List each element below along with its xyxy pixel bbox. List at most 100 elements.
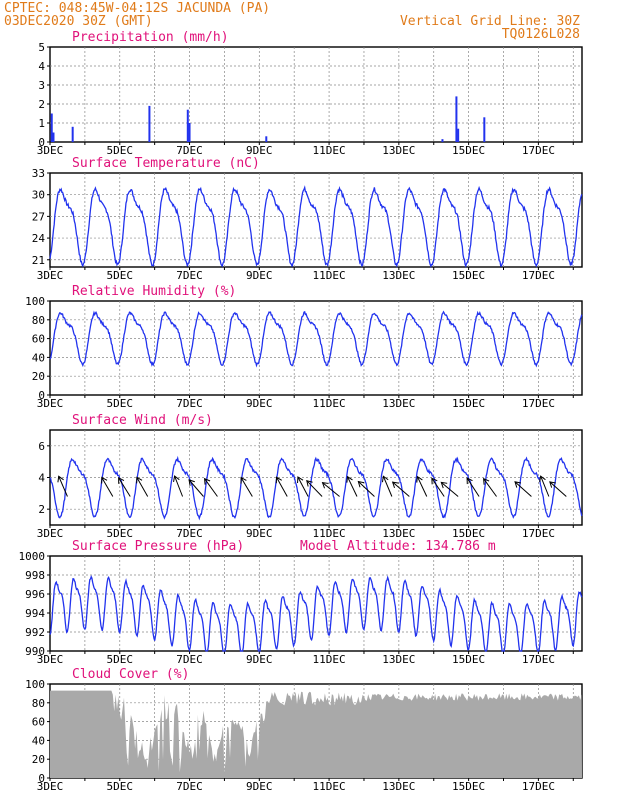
wind-arrow	[275, 476, 288, 497]
panel-5: 990 992 994 996 998 1000 3DEC 5DEC 7DEC 9DEC 11DEC…	[19, 539, 583, 666]
series-line	[49, 574, 583, 653]
plot-frame	[49, 555, 583, 652]
x-tick-label: 5DEC	[107, 144, 134, 157]
y-tick-label: 80	[32, 697, 45, 710]
x-tick-label: 17DEC	[522, 269, 555, 282]
panel-title: Precipitation (mm/h)	[72, 30, 229, 45]
y-tick-label: 4	[38, 472, 45, 485]
x-tick-label: 5DEC	[107, 780, 134, 793]
x-tick-label: 15DEC	[452, 527, 485, 540]
y-tick-label: 0	[38, 389, 45, 402]
series-line	[49, 185, 583, 269]
y-tick-label: 6	[38, 440, 45, 453]
wind-arrow	[346, 475, 358, 497]
x-tick-label: 11DEC	[313, 780, 346, 793]
x-tick-label: 7DEC	[176, 527, 203, 540]
panel-title: Relative Humidity (%)	[72, 284, 236, 299]
y-tick-label: 990	[25, 645, 45, 658]
precip-bar	[265, 136, 268, 142]
precip-bar	[148, 105, 151, 142]
x-tick-label: 11DEC	[313, 397, 346, 410]
y-tick-label: 60	[32, 716, 45, 729]
x-tick-label: 3DEC	[37, 144, 64, 157]
x-tick-label: 7DEC	[176, 653, 203, 666]
x-tick-label: 7DEC	[176, 780, 203, 793]
y-tick-label: 33	[32, 167, 45, 180]
wind-arrow	[440, 481, 459, 497]
x-tick-label: 9DEC	[246, 144, 273, 157]
wind-arrow	[381, 475, 393, 497]
x-tick-label: 17DEC	[522, 653, 555, 666]
y-tick-label: 5	[38, 41, 45, 54]
x-tick-label: 15DEC	[452, 144, 485, 157]
plot-frame	[49, 300, 583, 396]
x-tick-label: 15DEC	[452, 653, 485, 666]
panel-2: 21 24 27 30 33 3DEC 5DEC 7DEC 9DEC 11DEC 13DEC 15DE…	[32, 156, 583, 282]
wind-arrow	[118, 476, 131, 497]
x-tick-label: 17DEC	[522, 527, 555, 540]
wind-arrow	[188, 479, 204, 497]
wind-arrow	[136, 476, 149, 497]
x-tick-label: 11DEC	[313, 653, 346, 666]
y-tick-label: 21	[32, 254, 45, 267]
y-tick-label: 1000	[19, 550, 46, 563]
y-tick-label: 24	[32, 232, 46, 245]
x-tick-label: 17DEC	[522, 780, 555, 793]
x-tick-label: 3DEC	[37, 653, 64, 666]
x-tick-label: 3DEC	[37, 397, 64, 410]
model-altitude: Model Altitude: 134.786 m	[300, 539, 496, 554]
y-tick-label: 20	[32, 753, 45, 766]
y-tick-label: 0	[38, 136, 45, 149]
header-datetime: 03DEC2020 30Z (GMT)	[4, 14, 153, 29]
y-tick-label: 0	[38, 772, 45, 785]
x-tick-label: 5DEC	[107, 653, 134, 666]
header-model-code: TQ0126L028	[502, 27, 580, 42]
y-tick-label: 2	[38, 98, 45, 111]
header-location: CPTEC: 048:45W-04:12S JACUNDA (PA)	[4, 1, 270, 16]
y-tick-label: 1	[38, 117, 45, 130]
x-tick-label: 9DEC	[246, 780, 273, 793]
wind-arrow	[466, 477, 480, 497]
panel-title: Cloud Cover (%)	[72, 667, 189, 682]
x-tick-label: 15DEC	[452, 397, 485, 410]
panel-1: 0 1 2 3 4 5 3DEC 5DEC 7DEC 9DEC 11DEC 13DEC 15DEC 17D…	[37, 30, 583, 157]
wind-arrow	[391, 481, 410, 497]
y-tick-label: 996	[25, 588, 45, 601]
wind-arrow	[321, 481, 340, 497]
y-tick-label: 80	[32, 314, 45, 327]
x-tick-label: 3DEC	[37, 780, 64, 793]
x-tick-label: 7DEC	[176, 269, 203, 282]
wind-arrow	[173, 475, 184, 497]
x-tick-label: 9DEC	[246, 397, 273, 410]
x-tick-label: 5DEC	[107, 397, 134, 410]
precip-bar	[186, 109, 189, 142]
x-tick-label: 9DEC	[246, 653, 273, 666]
x-tick-label: 17DEC	[522, 144, 555, 157]
y-tick-label: 998	[25, 569, 45, 582]
wind-arrow	[416, 475, 428, 497]
panel-title: Surface Pressure (hPa)	[72, 539, 244, 554]
wind-arrow	[297, 476, 309, 497]
precip-bar	[71, 126, 74, 142]
precip-bar	[441, 139, 444, 142]
y-tick-label: 2	[38, 503, 45, 516]
wind-arrow	[101, 476, 114, 497]
x-tick-label: 13DEC	[382, 653, 415, 666]
y-tick-label: 100	[25, 295, 45, 308]
panel-6: 0 20 40 60 80 100 3DEC 5DEC 7DEC 9DEC 11DEC 13DEC 15…	[25, 667, 583, 793]
x-tick-label: 17DEC	[522, 397, 555, 410]
x-tick-label: 11DEC	[313, 144, 346, 157]
wind-arrow	[204, 477, 218, 497]
precip-bar	[188, 123, 191, 142]
plot-frame	[49, 46, 583, 143]
y-tick-label: 4	[38, 60, 45, 73]
x-tick-label: 7DEC	[176, 144, 203, 157]
precip-bar	[50, 113, 53, 142]
x-tick-label: 11DEC	[313, 269, 346, 282]
wind-arrow	[514, 481, 532, 497]
x-tick-label: 11DEC	[313, 527, 346, 540]
header-grid-note: Vertical Grid Line: 30Z	[400, 14, 580, 29]
wind-arrow	[306, 480, 323, 497]
panels: 0 1 2 3 4 5 3DEC 5DEC 7DEC 9DEC 11DEC 13DEC 15DEC 17D…	[19, 30, 583, 793]
